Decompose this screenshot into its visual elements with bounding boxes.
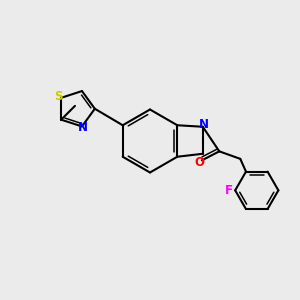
- Text: F: F: [225, 184, 232, 197]
- Text: N: N: [78, 121, 88, 134]
- Text: N: N: [199, 118, 209, 131]
- Text: O: O: [194, 156, 205, 169]
- Text: S: S: [55, 89, 63, 103]
